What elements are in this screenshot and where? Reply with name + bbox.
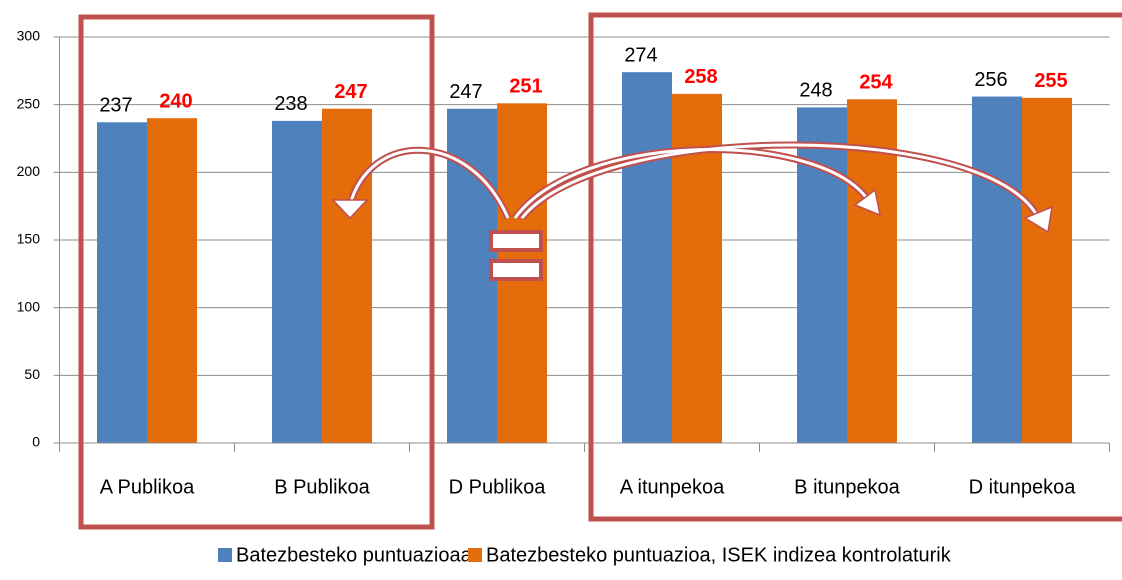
- value-label: 240: [159, 90, 192, 112]
- arrowhead: [1023, 205, 1053, 234]
- bar: [972, 96, 1022, 444]
- y-tick-label: 50: [24, 366, 40, 382]
- y-tick-label: 300: [17, 28, 41, 44]
- value-label: 254: [859, 72, 893, 94]
- bar: [97, 122, 147, 443]
- value-label: 258: [684, 66, 717, 88]
- x-tick-label: D itunpekoa: [969, 476, 1077, 498]
- value-label: 251: [509, 76, 542, 98]
- y-tick-label: 0: [32, 434, 40, 450]
- x-tick-label: A itunpekoa: [620, 476, 725, 498]
- value-label: 256: [974, 69, 1007, 91]
- bar: [1022, 97, 1072, 444]
- value-label: 247: [334, 81, 367, 103]
- bar: [622, 72, 672, 443]
- legend-label: Batezbesteko puntuazioa, ISEK indizea ko…: [486, 544, 952, 566]
- legend-label: Batezbesteko puntuazioaa: [236, 544, 473, 566]
- x-tick-label: D Publikoa: [449, 476, 547, 498]
- bar: [797, 107, 847, 443]
- y-tick-label: 250: [17, 95, 41, 111]
- y-tick-label: 100: [17, 298, 41, 314]
- arrowhead: [331, 199, 369, 220]
- marker-box: [489, 230, 543, 252]
- value-label: 238: [274, 93, 307, 115]
- highlight-box: [588, 12, 1122, 522]
- highlight-box: [78, 14, 435, 530]
- value-label: 255: [1034, 70, 1067, 92]
- bar: [272, 120, 322, 443]
- legend-swatch: [468, 548, 482, 562]
- marker-box: [489, 259, 543, 281]
- legend-swatch: [218, 548, 232, 562]
- x-tick-label: B itunpekoa: [794, 476, 901, 498]
- value-label: 247: [449, 81, 482, 103]
- bar: [847, 99, 897, 444]
- arrowhead: [853, 188, 882, 217]
- x-tick-label: B Publikoa: [274, 476, 370, 498]
- value-label: 274: [624, 44, 657, 66]
- bar: [147, 118, 197, 443]
- bar: [322, 108, 372, 443]
- y-tick-label: 150: [17, 231, 41, 247]
- value-label: 237: [99, 95, 132, 117]
- bar: [447, 108, 497, 443]
- x-tick-label: A Publikoa: [100, 476, 195, 498]
- annotations: [78, 12, 1122, 530]
- y-tick-label: 200: [17, 163, 41, 179]
- value-label: 248: [799, 80, 832, 102]
- plot: 0 50 100 150 200 250 300 A Publikoa 237 240 B Publ…: [17, 28, 1110, 566]
